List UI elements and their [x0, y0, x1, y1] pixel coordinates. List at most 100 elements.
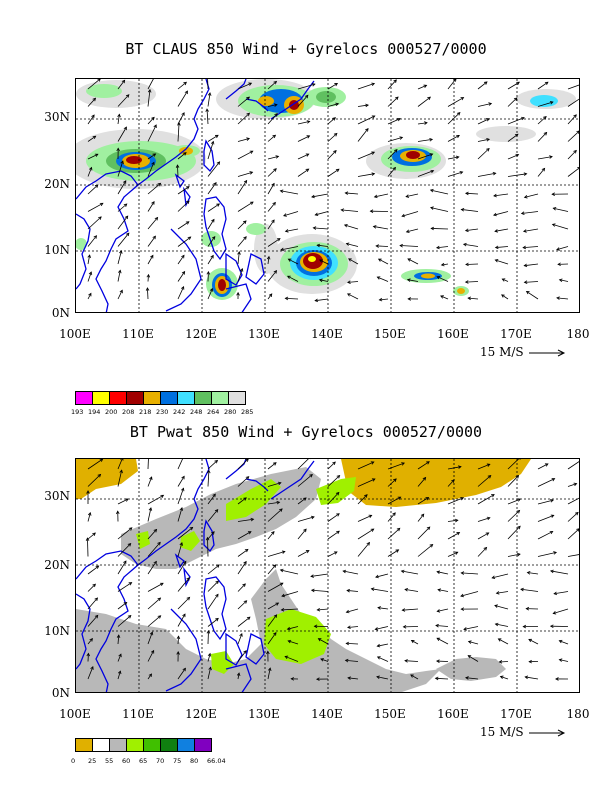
- wind-arrowhead: [551, 192, 555, 196]
- wind-arrowhead: [277, 481, 282, 486]
- wind-arrowhead: [151, 116, 155, 121]
- panel2-xlabel-130e: 130E: [248, 707, 280, 721]
- wind-arrowhead: [400, 569, 405, 574]
- wind-vector: [267, 293, 273, 300]
- wind-arrowhead: [516, 81, 520, 86]
- wind-vector: [87, 184, 99, 195]
- wind-vector: [387, 136, 403, 142]
- wind-arrowhead: [306, 120, 311, 124]
- wind-vector: [465, 677, 479, 680]
- wind-vector: [520, 588, 539, 592]
- wind-vector: [267, 501, 280, 505]
- wind-vector: [537, 531, 553, 540]
- wind-vector: [237, 673, 240, 680]
- wind-vector: [507, 154, 519, 160]
- wind-arrowhead: [176, 635, 181, 640]
- legend-label: 280: [224, 408, 237, 416]
- wind-vector: [437, 608, 449, 612]
- wind-vector: [447, 135, 460, 142]
- wind-vector: [87, 153, 99, 160]
- wind-arrowhead: [116, 147, 120, 152]
- wind-arrowhead: [457, 465, 462, 469]
- wind-vector: [343, 570, 359, 575]
- wind-vector: [327, 83, 338, 90]
- wind-arrowhead: [365, 103, 369, 108]
- wind-arrowhead: [128, 582, 133, 586]
- wind-vector: [387, 118, 401, 125]
- panel2-xlabel-110e: 110E: [122, 707, 154, 721]
- wind-arrowhead: [280, 608, 285, 612]
- wind-vector: [177, 613, 186, 627]
- wind-vector: [436, 276, 449, 282]
- wind-vector: [376, 245, 389, 247]
- wind-arrowhead: [335, 102, 340, 107]
- wind-vector: [435, 625, 449, 627]
- wind-arrowhead: [371, 151, 376, 155]
- wind-arrowhead: [94, 153, 99, 157]
- wind-vector: [387, 512, 396, 522]
- wind-vector: [147, 117, 155, 125]
- wind-arrowhead: [216, 564, 220, 568]
- wind-arrowhead: [401, 608, 406, 612]
- wind-vector: [507, 117, 525, 125]
- wind-vector: [237, 236, 247, 247]
- wind-arrowhead: [332, 461, 336, 466]
- wind-arrowhead: [425, 497, 430, 501]
- wind-vector: [207, 493, 216, 505]
- wind-vector: [411, 640, 419, 645]
- wind-vector: [537, 551, 557, 557]
- wind-vector: [521, 211, 539, 214]
- wind-arrowhead: [429, 153, 434, 157]
- wind-arrowhead: [211, 531, 215, 535]
- panel2-scale-label: 15 M/S: [480, 725, 524, 739]
- wind-vector: [207, 92, 211, 107]
- wind-arrowhead: [426, 461, 430, 465]
- wind-vector: [87, 167, 92, 177]
- wind-vector: [431, 228, 449, 230]
- wind-arrowhead: [426, 526, 431, 531]
- wind-vector: [357, 514, 372, 522]
- wind-arrowhead: [525, 290, 530, 295]
- wind-vector: [525, 676, 539, 680]
- wind-arrowhead: [467, 655, 472, 659]
- wind-arrowhead: [280, 247, 285, 252]
- wind-vector: [463, 243, 479, 247]
- wind-arrowhead: [216, 161, 221, 165]
- wind-arrowhead: [212, 493, 216, 498]
- wind-arrowhead: [440, 262, 445, 267]
- wind-vector: [177, 286, 185, 300]
- wind-vector: [447, 156, 459, 160]
- wind-arrowhead: [150, 649, 155, 654]
- panel1-scale: 15 M/S: [480, 345, 567, 359]
- wind-vector: [537, 101, 553, 107]
- wind-vector: [468, 297, 479, 300]
- wind-arrowhead: [207, 92, 212, 96]
- wind-arrowhead: [407, 258, 412, 262]
- wind-arrowhead: [313, 624, 318, 629]
- wind-arrowhead: [271, 219, 275, 224]
- wind-vector: [207, 161, 220, 177]
- wind-arrowhead: [399, 243, 403, 248]
- panel2-xlabel-160e: 160E: [437, 707, 469, 721]
- wind-arrowhead: [92, 97, 97, 102]
- wind-arrowhead: [176, 651, 180, 655]
- wind-arrowhead: [94, 184, 99, 188]
- wind-arrowhead: [517, 552, 521, 557]
- wind-arrowhead: [556, 247, 560, 251]
- wind-arrowhead: [93, 235, 98, 239]
- wind-vector: [327, 103, 339, 107]
- wind-arrowhead: [348, 258, 352, 262]
- wind-arrowhead: [184, 90, 188, 95]
- wind-arrowhead: [454, 551, 459, 555]
- wind-vector: [345, 192, 359, 195]
- wind-vector: [554, 591, 569, 595]
- wind-arrowhead: [216, 203, 221, 207]
- wind-arrowhead: [465, 191, 469, 196]
- wind-arrowhead: [576, 130, 579, 134]
- wind-vector: [447, 171, 463, 177]
- wind-vector: [147, 561, 157, 575]
- wind-arrowhead: [316, 677, 320, 681]
- wind-arrowhead: [460, 97, 465, 101]
- wind-vector: [477, 494, 495, 505]
- wind-arrowhead: [549, 101, 554, 105]
